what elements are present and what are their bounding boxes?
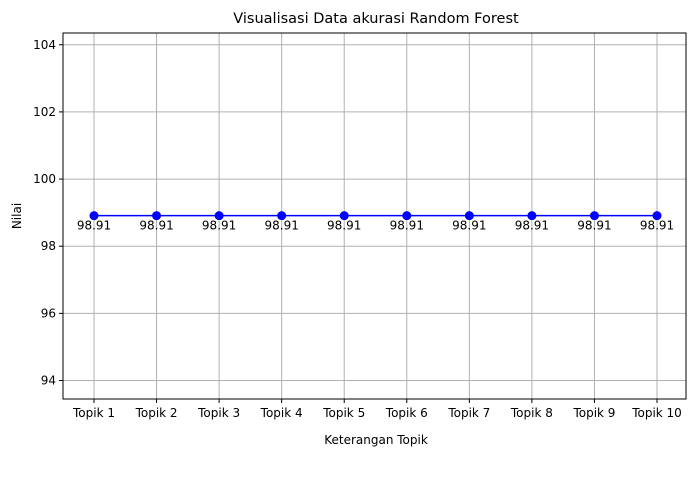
x-tick-label: Topik 9 bbox=[572, 406, 615, 420]
data-point bbox=[402, 211, 412, 221]
data-label: 98.91 bbox=[577, 219, 611, 233]
x-axis: Topik 1 Topik 2 Topik 3 Topik 4 Topik 5 Topik… bbox=[72, 399, 682, 420]
data-point bbox=[152, 211, 162, 221]
x-tick-label: Topik 8 bbox=[510, 406, 553, 420]
data-point bbox=[527, 211, 537, 221]
x-tick-label: Topik 3 bbox=[197, 406, 240, 420]
y-tick-label: 102 bbox=[33, 105, 56, 119]
data-label: 98.91 bbox=[327, 219, 361, 233]
data-point bbox=[339, 211, 349, 221]
x-tick-label: Topik 10 bbox=[631, 406, 682, 420]
plot-frame bbox=[62, 32, 687, 400]
data-point bbox=[464, 211, 474, 221]
y-tick-label: 94 bbox=[41, 374, 56, 388]
y-tick-label: 98 bbox=[41, 239, 56, 253]
data-point bbox=[589, 211, 599, 221]
x-tick-label: Topik 1 bbox=[72, 406, 115, 420]
y-tick-label: 100 bbox=[33, 172, 56, 186]
x-tick-label: Topik 2 bbox=[135, 406, 178, 420]
data-label: 98.91 bbox=[77, 219, 111, 233]
y-axis: 94 96 98 100 102 104 bbox=[33, 38, 63, 388]
data-point bbox=[652, 211, 662, 221]
data-label: 98.91 bbox=[264, 219, 298, 233]
y-axis-label: Nilai bbox=[10, 203, 24, 229]
y-tick-label: 96 bbox=[41, 306, 56, 320]
y-tick-label: 104 bbox=[33, 38, 56, 52]
data-point bbox=[89, 211, 99, 221]
data-label: 98.91 bbox=[452, 219, 486, 233]
data-label: 98.91 bbox=[390, 219, 424, 233]
data-label: 98.91 bbox=[139, 219, 173, 233]
x-tick-label: Topik 7 bbox=[447, 406, 490, 420]
data-label: 98.91 bbox=[515, 219, 549, 233]
x-tick-label: Topik 6 bbox=[385, 406, 428, 420]
series: 98.91 98.91 98.91 98.91 98.91 98.91 98.91 98.91… bbox=[77, 211, 674, 233]
data-point bbox=[277, 211, 287, 221]
x-tick-label: Topik 4 bbox=[260, 406, 303, 420]
x-tick-label: Topik 5 bbox=[322, 406, 365, 420]
data-label: 98.91 bbox=[202, 219, 236, 233]
data-point bbox=[214, 211, 224, 221]
data-label: 98.91 bbox=[640, 219, 674, 233]
x-axis-label: Keterangan Topik bbox=[324, 433, 428, 447]
chart-title: Visualisasi Data akurasi Random Forest bbox=[233, 11, 519, 27]
